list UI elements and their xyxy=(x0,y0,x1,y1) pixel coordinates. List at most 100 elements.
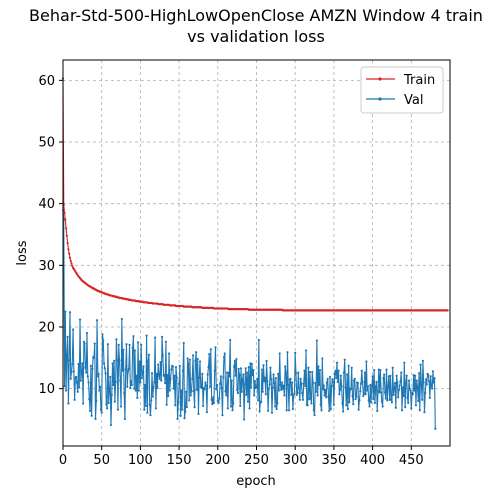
series-val-point xyxy=(407,379,411,382)
series-val-point xyxy=(67,402,70,405)
series-val-point xyxy=(172,387,175,390)
series-val-point xyxy=(399,380,402,383)
series-val-point xyxy=(311,381,315,384)
series-val-point xyxy=(373,401,377,404)
series-val-point xyxy=(147,353,151,356)
legend-train-label: Train xyxy=(403,73,435,88)
series-val-point xyxy=(125,343,128,346)
x-tick-label: 400 xyxy=(360,453,385,468)
series-val-point xyxy=(192,390,195,393)
series-val-point xyxy=(163,373,166,377)
series-val-point xyxy=(160,335,164,338)
series-val-point xyxy=(366,385,370,388)
series-val-point xyxy=(221,414,224,417)
series-val-point xyxy=(141,371,144,374)
series-val-point xyxy=(299,377,302,380)
series-val-point xyxy=(374,385,377,388)
series-val-point xyxy=(334,369,337,372)
series-val-point xyxy=(301,398,305,401)
series-val-point xyxy=(297,371,300,374)
series-val-point xyxy=(352,402,355,406)
series-val-point xyxy=(346,407,349,411)
series-val-point xyxy=(397,396,400,399)
series-val-point xyxy=(424,391,427,395)
series-val-point xyxy=(85,332,89,335)
series-val-point xyxy=(157,363,160,366)
series-val-point xyxy=(291,381,294,384)
series-val-point xyxy=(196,357,199,361)
series-val-point xyxy=(251,373,254,377)
series-val-point xyxy=(396,381,399,384)
series-val-point xyxy=(266,380,269,383)
series-val-point xyxy=(287,409,291,412)
series-val-point xyxy=(312,409,315,412)
series-val-point xyxy=(129,386,132,390)
series-val-point xyxy=(193,406,196,409)
series-val-point xyxy=(354,398,357,401)
series-train-point xyxy=(66,242,69,245)
series-val-point xyxy=(217,401,220,404)
series-train-point xyxy=(67,248,70,251)
series-val-point xyxy=(398,384,401,387)
series-val-point xyxy=(248,407,251,410)
series-val-point xyxy=(211,402,214,406)
series-val-point xyxy=(189,394,192,397)
series-val-point xyxy=(275,407,278,411)
series-val-point xyxy=(373,369,376,372)
series-val-point xyxy=(71,328,75,331)
series-val-point xyxy=(154,336,157,339)
series-val-point xyxy=(329,407,332,411)
series-train-point xyxy=(65,227,68,230)
series-val-point xyxy=(328,375,332,379)
series-val-point xyxy=(293,392,296,395)
series-val-point xyxy=(386,385,390,388)
series-val-point xyxy=(380,400,383,403)
series-val-point xyxy=(195,351,198,354)
series-val-point xyxy=(380,391,383,394)
series-val-point xyxy=(97,372,100,375)
series-val-point xyxy=(247,365,250,369)
series-val-point xyxy=(350,366,353,369)
series-val-point xyxy=(109,423,113,427)
series-val-point xyxy=(337,369,340,372)
series-val-point xyxy=(82,340,85,343)
series-val-point xyxy=(249,386,253,389)
series-val-point xyxy=(361,380,364,383)
series-val-point xyxy=(390,401,394,404)
series-val-point xyxy=(195,388,198,391)
series-val-point xyxy=(153,381,156,384)
series-val-point xyxy=(165,403,168,406)
series-val-point xyxy=(99,385,102,388)
series-val-point xyxy=(419,363,422,366)
series-val-point xyxy=(302,382,305,385)
series-val-point xyxy=(415,379,418,382)
series-val-point xyxy=(136,396,139,399)
y-tick-label: 50 xyxy=(38,136,55,151)
series-val-point xyxy=(225,371,229,374)
series-val-point xyxy=(406,396,409,399)
series-val-point xyxy=(393,382,397,385)
series-val-point xyxy=(174,404,177,407)
series-val-point xyxy=(208,385,212,388)
series-val-point xyxy=(233,359,236,363)
series-val-point xyxy=(143,383,147,387)
series-val-point xyxy=(107,401,110,404)
series-val-point xyxy=(376,409,379,412)
series-train-point xyxy=(69,259,72,263)
series-val-point xyxy=(287,383,290,387)
series-val-point xyxy=(318,383,321,387)
series-val-point xyxy=(175,376,178,379)
series-val-point xyxy=(240,390,243,393)
series-val-point xyxy=(264,393,267,396)
series-train xyxy=(61,77,449,312)
series-val-point xyxy=(123,391,126,395)
series-val-point xyxy=(352,379,356,382)
series-val-point xyxy=(258,410,261,413)
series-val-point xyxy=(148,403,151,406)
series-val-point xyxy=(404,380,407,383)
series-val-point xyxy=(410,407,413,410)
series-val-point xyxy=(308,398,311,401)
series-val-point xyxy=(108,390,111,393)
series-val-point xyxy=(421,359,425,363)
